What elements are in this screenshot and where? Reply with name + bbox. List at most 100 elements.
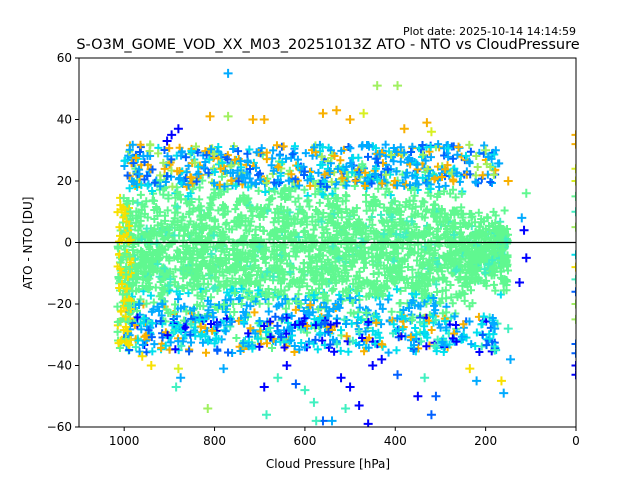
cloud-point bbox=[266, 333, 275, 342]
outlier-point bbox=[571, 314, 576, 324]
cloud-point bbox=[178, 213, 187, 222]
cloud-point bbox=[300, 314, 309, 323]
cloud-point bbox=[383, 284, 392, 293]
cloud-point bbox=[206, 262, 215, 271]
cloud-point bbox=[216, 228, 225, 237]
cloud-point bbox=[125, 221, 134, 230]
cloud-point bbox=[399, 275, 408, 284]
cloud-point bbox=[315, 245, 324, 254]
cloud-point bbox=[189, 204, 198, 213]
cloud-point bbox=[477, 342, 486, 351]
cloud-point bbox=[155, 255, 164, 264]
cloud-point bbox=[472, 152, 481, 161]
cloud-point bbox=[436, 299, 445, 308]
cloud-point bbox=[440, 187, 449, 196]
cloud-point bbox=[256, 276, 265, 285]
cloud-point bbox=[489, 318, 498, 327]
cloud-point bbox=[293, 161, 302, 170]
cloud-point bbox=[433, 224, 442, 233]
cloud-point bbox=[222, 259, 231, 268]
cloud-point bbox=[343, 208, 352, 217]
cloud-point bbox=[479, 312, 488, 321]
cloud-point bbox=[433, 287, 442, 296]
outlier-point bbox=[311, 416, 321, 426]
cloud-point bbox=[224, 348, 233, 357]
outlier-point bbox=[571, 176, 576, 186]
cloud-point bbox=[123, 301, 132, 310]
cloud-point bbox=[226, 264, 235, 273]
cloud-point bbox=[330, 250, 339, 259]
cloud-point bbox=[269, 146, 278, 155]
cloud-point bbox=[392, 285, 401, 294]
cloud-point bbox=[365, 215, 374, 224]
cloud-point bbox=[250, 308, 259, 317]
outlier-point bbox=[571, 370, 576, 380]
chart-title: S-O3M_GOME_VOD_XX_M03_20251013Z ATO - NT… bbox=[76, 37, 579, 53]
cloud-point bbox=[497, 256, 506, 265]
cloud-point bbox=[420, 231, 429, 240]
cloud-point bbox=[403, 240, 412, 249]
cloud-point bbox=[322, 303, 331, 312]
cloud-point bbox=[423, 333, 432, 342]
cloud-point bbox=[390, 256, 399, 265]
cloud-point bbox=[494, 230, 503, 239]
cloud-point bbox=[336, 156, 345, 165]
cloud-point bbox=[198, 338, 207, 347]
cloud-point bbox=[407, 147, 416, 156]
cloud-point bbox=[262, 179, 271, 188]
cloud-point bbox=[310, 143, 319, 152]
cloud-point bbox=[451, 193, 460, 202]
cloud-point bbox=[416, 318, 425, 327]
cloud-point bbox=[220, 248, 229, 257]
cloud-point bbox=[291, 252, 300, 261]
cloud-point bbox=[144, 242, 153, 251]
cloud-point bbox=[220, 182, 229, 191]
cloud-point bbox=[227, 161, 236, 170]
cloud-point bbox=[167, 220, 176, 229]
cloud-point bbox=[269, 218, 278, 227]
outlier-point bbox=[481, 145, 491, 155]
cloud-point bbox=[489, 207, 498, 216]
outlier-point bbox=[167, 130, 177, 140]
cloud-point bbox=[281, 304, 290, 313]
cloud-point bbox=[370, 290, 379, 299]
cloud-point bbox=[229, 300, 238, 309]
cloud-point bbox=[323, 296, 332, 305]
cloud-point bbox=[412, 159, 421, 168]
cloud-point bbox=[343, 240, 352, 249]
cloud-point bbox=[299, 306, 308, 315]
cloud-point bbox=[305, 337, 314, 346]
cloud-point bbox=[311, 190, 320, 199]
cloud-point bbox=[221, 327, 230, 336]
cloud-point bbox=[399, 305, 408, 314]
cloud-point bbox=[295, 283, 304, 292]
cloud-point bbox=[346, 308, 355, 317]
outlier-point bbox=[571, 222, 576, 232]
cloud-point bbox=[459, 320, 468, 329]
cloud-point bbox=[396, 298, 405, 307]
cloud-point bbox=[240, 231, 249, 240]
cloud-point bbox=[196, 202, 205, 211]
cloud-point bbox=[455, 258, 464, 267]
cloud-point bbox=[313, 345, 322, 354]
cloud-point bbox=[342, 319, 351, 328]
cloud-point bbox=[426, 265, 435, 274]
outlier-point bbox=[517, 213, 527, 223]
cloud-point bbox=[381, 170, 390, 179]
cloud-point bbox=[318, 336, 327, 345]
cloud-point bbox=[457, 203, 466, 212]
cloud-point bbox=[408, 142, 417, 151]
cloud-point bbox=[371, 144, 380, 153]
y-tick-label: −40 bbox=[47, 359, 72, 373]
cloud-point bbox=[160, 211, 169, 220]
cloud-point bbox=[176, 304, 185, 313]
cloud-point bbox=[420, 213, 429, 222]
cloud-point bbox=[338, 296, 347, 305]
cloud-point bbox=[320, 319, 329, 328]
cloud-point bbox=[264, 266, 273, 275]
cloud-point bbox=[243, 149, 252, 158]
cloud-point bbox=[256, 175, 265, 184]
cloud-point bbox=[295, 202, 304, 211]
cloud-point bbox=[199, 279, 208, 288]
outlier-point bbox=[413, 391, 423, 401]
